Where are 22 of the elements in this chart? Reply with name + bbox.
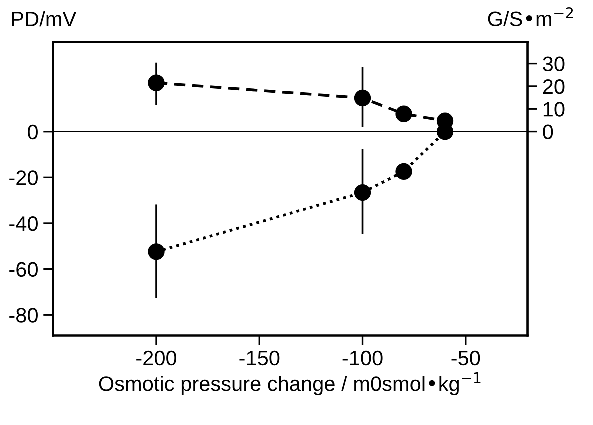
y-tick-label: -80 [10,308,38,323]
point [354,90,372,107]
y2-axis-title: G/S•m$^{−2}$ [488,7,574,26]
x-tick-label: -100 [342,350,383,366]
y-tick-label: -60 [10,262,38,278]
y-tick-label: -40 [10,216,38,232]
x-axis-title: Osmotic pressure change / m0smol•kg$^{−1}$ [99,372,481,396]
y-axis-title: PD/mV [12,11,77,27]
point [396,106,412,122]
point [354,184,372,202]
x-tick-label: -200 [136,350,177,366]
point [148,74,165,92]
y2-tick-label: 30 [543,56,565,72]
y2-tick-label: 0 [543,124,554,140]
y-tick-label: 0 [28,124,38,140]
y-tick-label: -20 [10,170,38,186]
point [396,163,412,180]
y2-tick-label: 10 [544,102,565,117]
y2-tick-label: 20 [543,79,565,94]
point [148,244,165,260]
x-tick-label: -150 [240,350,280,366]
x-tick-label: -50 [452,350,480,366]
